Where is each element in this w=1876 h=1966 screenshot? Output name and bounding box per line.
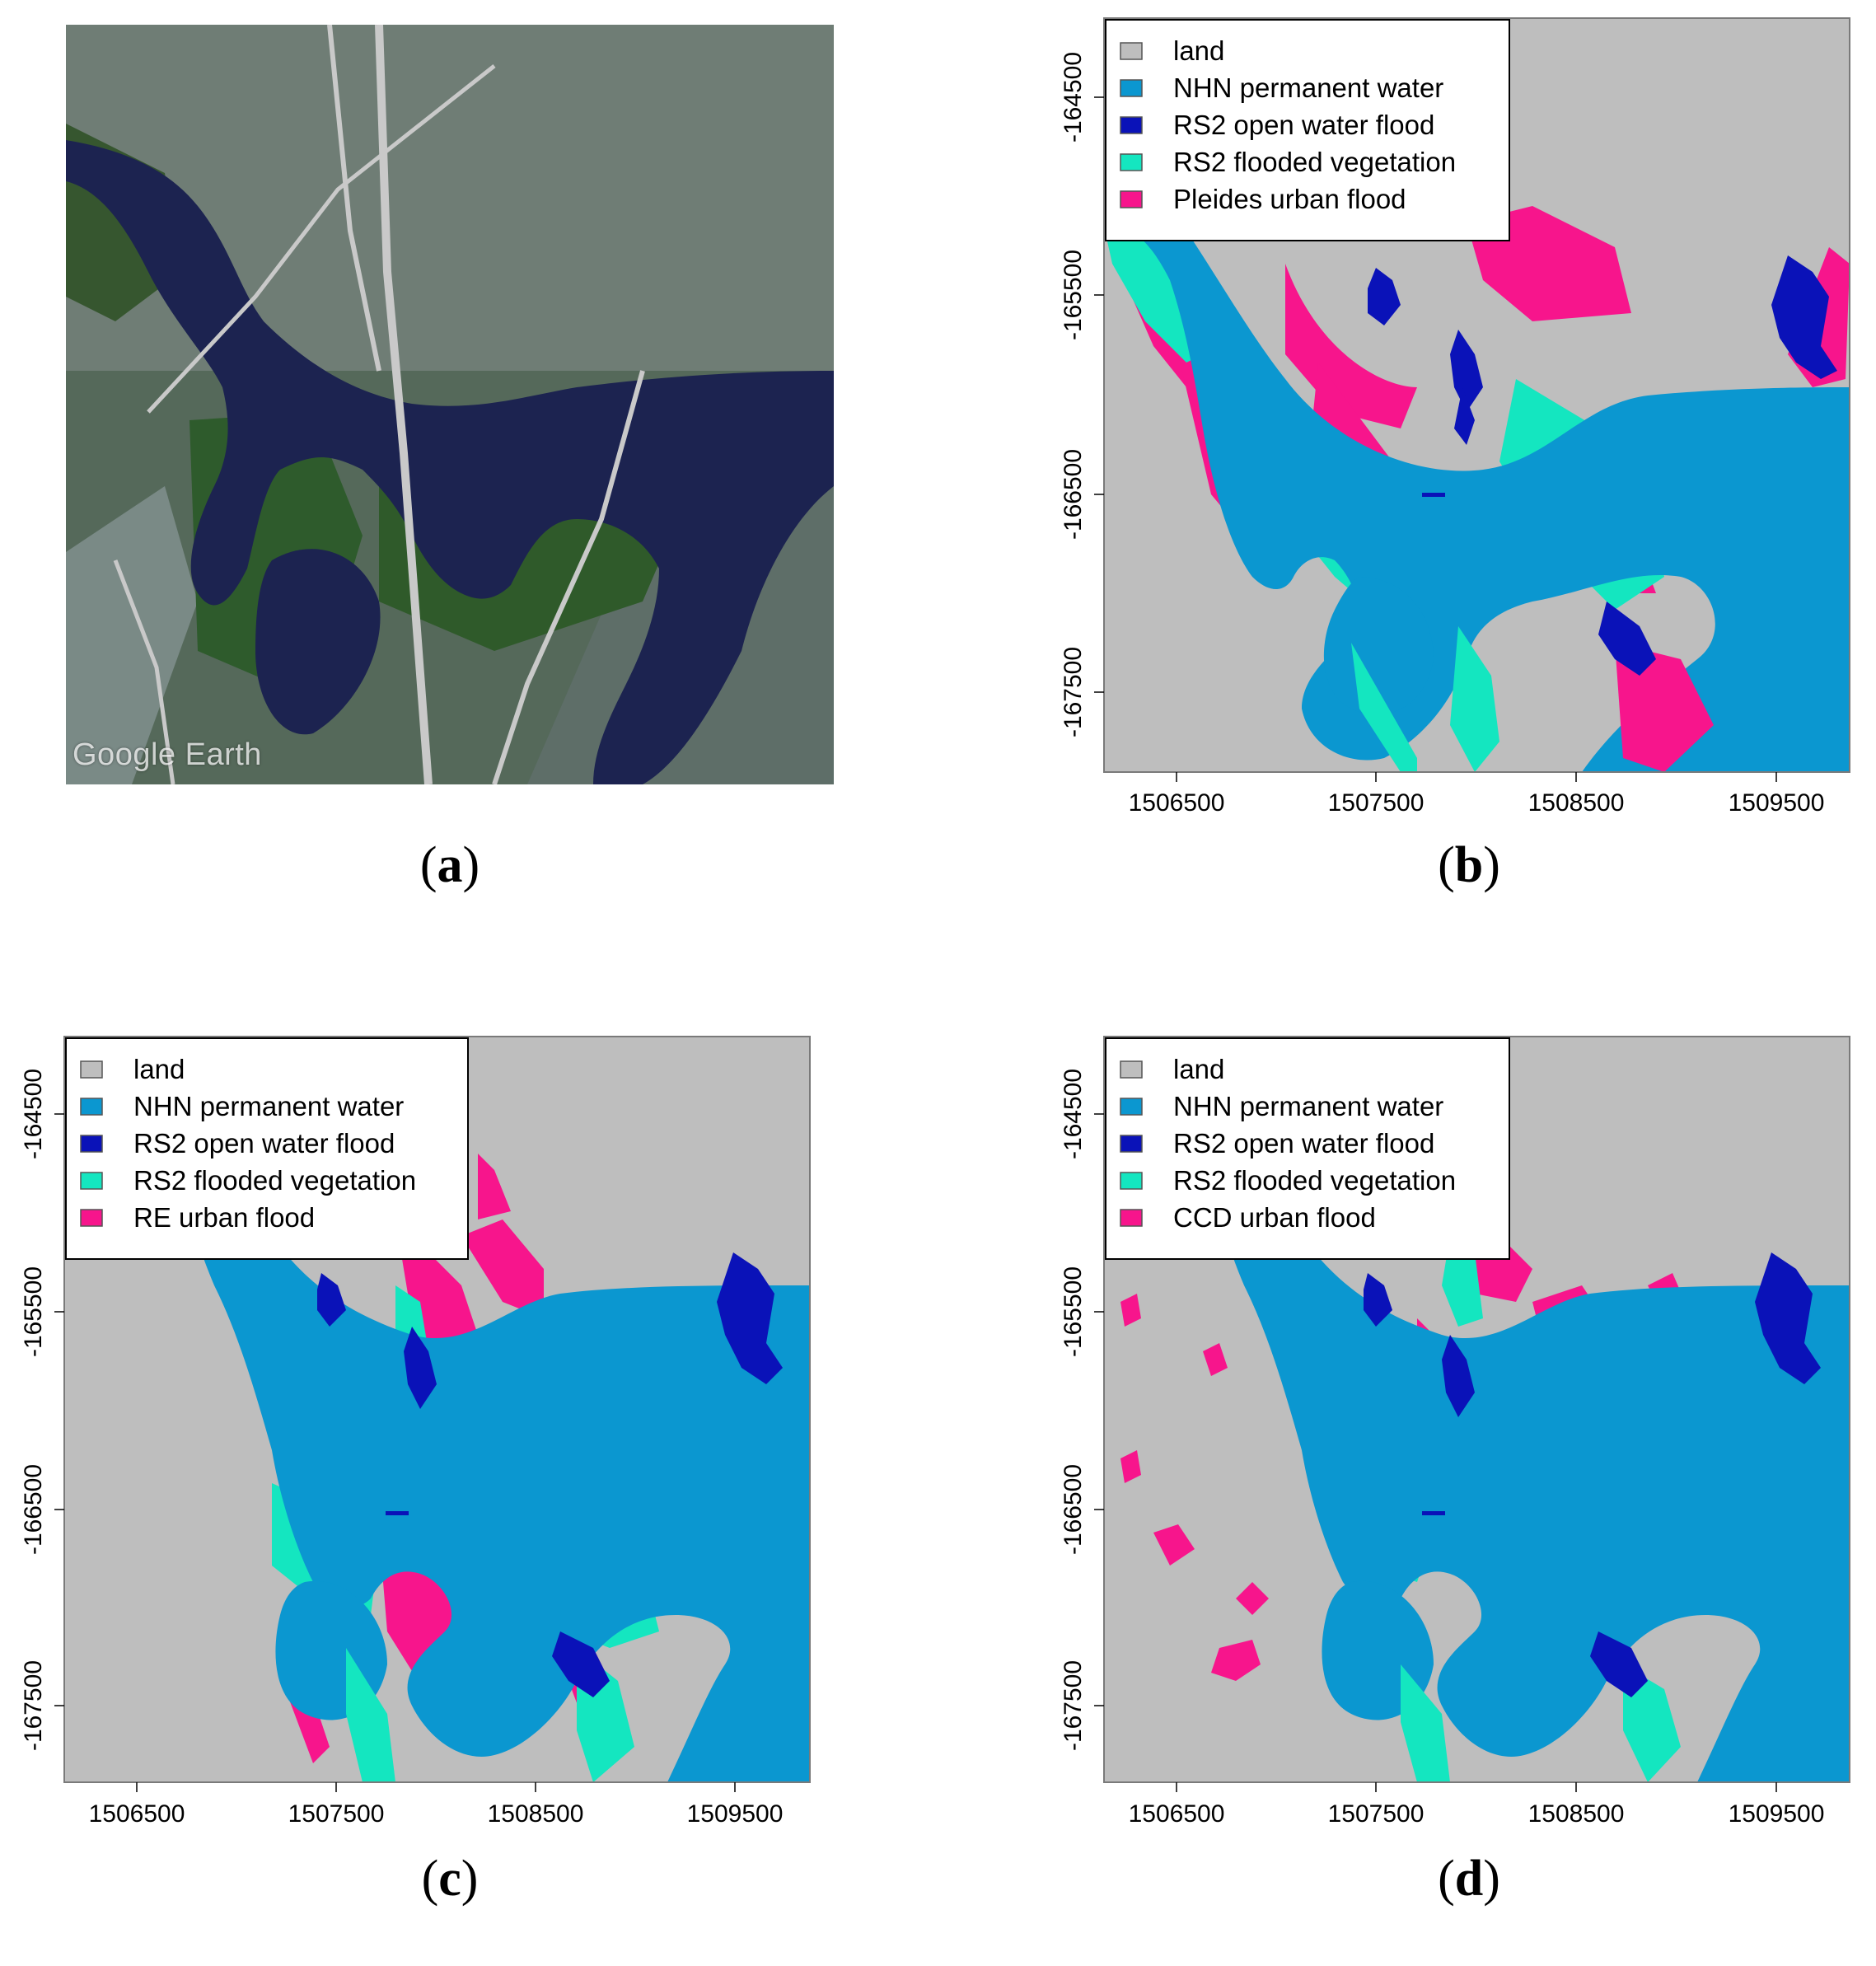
legend-swatch-urban-flood [1120,1209,1143,1227]
legend-label-open-water-flood: RS2 open water flood [133,1128,395,1159]
y-axis: -164500 -165500 -166500 -167500 [1060,1069,1104,1751]
x-tick-label: 1508500 [488,1800,584,1828]
legend-label-land: land [133,1054,185,1084]
legend-swatch-land [1120,42,1143,60]
y-tick-label: -164500 [1060,1069,1087,1159]
x-axis: 1506500 1507500 1508500 1509500 [1129,1782,1825,1828]
legend-label-open-water-flood: RS2 open water flood [1173,110,1434,140]
x-tick-label: 1509500 [687,1800,784,1828]
caption-b-label: b [1454,837,1484,893]
caption-a: (a) [419,837,480,893]
legend-swatch-flooded-vegetation [1120,1172,1143,1190]
x-tick-label: 1507500 [1328,1800,1425,1828]
legend-label-permanent-water: NHN permanent water [1173,73,1443,103]
legend-label-permanent-water: NHN permanent water [133,1091,404,1121]
y-axis: -164500 -165500 -166500 -167500 [1060,52,1104,737]
y-tick-label: -166500 [1060,449,1087,540]
y-tick-label: -167500 [20,1660,47,1751]
legend-swatch-flooded-vegetation [80,1172,103,1190]
caption-c: (c) [421,1851,479,1907]
y-tick-label: -167500 [1060,647,1087,737]
legend-swatch-open-water-flood [1120,116,1143,134]
legend-swatch-urban-flood [1120,190,1143,208]
x-tick-label: 1508500 [1528,1800,1625,1828]
y-tick-label: -164500 [1060,52,1087,143]
flood-map-c: land NHN permanent water RS2 open water … [20,1036,811,1828]
plot-frame [1103,17,1850,773]
x-tick-label: 1509500 [1729,1800,1825,1828]
legend-label-flooded-vegetation: RS2 flooded vegetation [1173,147,1456,177]
plot-frame [63,1036,811,1783]
legend-swatch-permanent-water [1120,1098,1143,1116]
y-tick-label: -166500 [1060,1464,1087,1555]
legend-label-open-water-flood: RS2 open water flood [1173,1128,1434,1159]
legend-box [1105,1037,1510,1260]
y-tick-label: -167500 [1060,1660,1087,1751]
legend-label-land: land [1173,35,1224,66]
legend: land NHN permanent water RS2 open water … [1105,19,1510,241]
google-earth-watermark: Google Earth [73,737,262,772]
x-tick-label: 1506500 [1129,1800,1225,1828]
legend-label-land: land [1173,1054,1224,1084]
y-tick-label: -164500 [20,1069,47,1159]
legend-label-urban-flood: Pleides urban flood [1173,184,1406,214]
x-tick-label: 1509500 [1729,789,1825,817]
caption-c-label: c [438,1851,461,1907]
y-tick-label: -165500 [20,1266,47,1357]
y-tick-label: -165500 [1060,1266,1087,1357]
x-tick-label: 1508500 [1528,789,1625,817]
satellite-image-graphic [66,25,834,784]
legend-swatch-open-water-flood [1120,1135,1143,1153]
x-axis: 1506500 1507500 1508500 1509500 [89,1782,784,1828]
legend-box [1105,19,1510,241]
y-axis: -164500 -165500 -166500 -167500 [20,1069,64,1751]
legend: land NHN permanent water RS2 open water … [1105,1037,1510,1260]
caption-b: (b) [1438,837,1500,893]
legend-box [65,1037,469,1260]
x-tick-label: 1506500 [89,1800,185,1828]
caption-a-label: a [437,837,463,893]
flood-map-b: land NHN permanent water RS2 open water … [1060,17,1850,817]
x-tick-label: 1506500 [1129,789,1225,817]
legend-swatch-permanent-water [1120,79,1143,97]
legend-label-urban-flood: RE urban flood [133,1202,315,1233]
caption-d-label: d [1454,1851,1484,1907]
flood-map-d: land NHN permanent water RS2 open water … [1060,1036,1850,1828]
legend-swatch-urban-flood [80,1209,103,1227]
legend-swatch-open-water-flood [80,1135,103,1153]
plot-frame [1103,1036,1850,1783]
caption-d: (d) [1438,1851,1500,1907]
legend-swatch-land [80,1060,103,1079]
y-tick-label: -166500 [20,1464,47,1555]
legend-label-permanent-water: NHN permanent water [1173,1091,1443,1121]
y-tick-label: -165500 [1060,250,1087,340]
legend: land NHN permanent water RS2 open water … [65,1037,469,1260]
legend-swatch-flooded-vegetation [1120,153,1143,171]
x-axis: 1506500 1507500 1508500 1509500 [1129,772,1825,817]
legend-swatch-permanent-water [80,1098,103,1116]
legend-label-urban-flood: CCD urban flood [1173,1202,1376,1233]
satellite-image: Google Earth [66,25,834,784]
x-tick-label: 1507500 [1328,789,1425,817]
x-tick-label: 1507500 [288,1800,385,1828]
legend-label-flooded-vegetation: RS2 flooded vegetation [133,1165,416,1196]
legend-swatch-land [1120,1060,1143,1079]
legend-label-flooded-vegetation: RS2 flooded vegetation [1173,1165,1456,1196]
